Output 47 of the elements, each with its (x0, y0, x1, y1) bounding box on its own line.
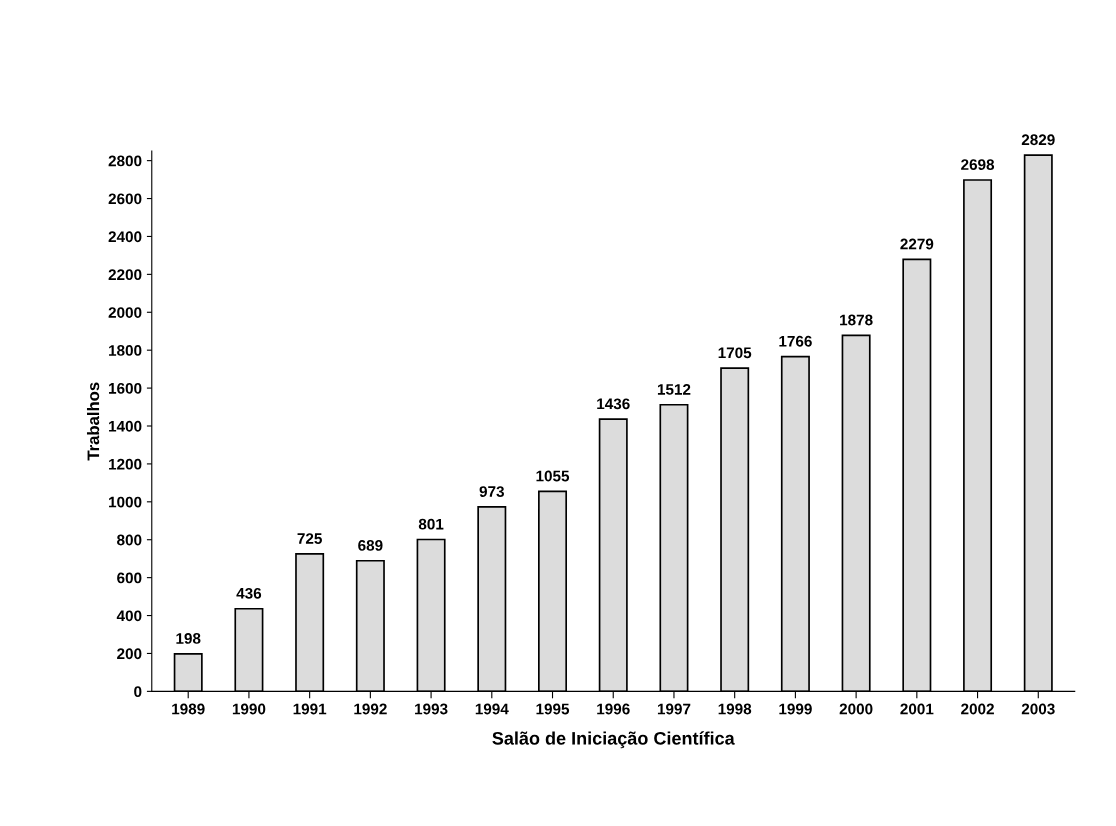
data-label: 1055 (536, 470, 570, 482)
x-tick-label: 1997 (657, 703, 691, 715)
data-label: 436 (236, 587, 262, 599)
x-tick-label: 2001 (900, 703, 934, 715)
data-label: 2829 (1021, 134, 1055, 146)
y-tick-label: 400 (116, 610, 142, 622)
data-label: 801 (418, 518, 444, 530)
y-tick-label: 1600 (109, 382, 142, 394)
x-tick-label: 1998 (718, 703, 752, 715)
x-axis-title: Salão de Iniciação Científica (492, 731, 735, 749)
y-tick-label: 2600 (108, 193, 142, 205)
x-tick-label: 1996 (597, 703, 630, 715)
x-tick-label: 1994 (475, 703, 509, 715)
data-label: 689 (358, 539, 383, 551)
y-tick-label: 2800 (108, 155, 142, 167)
data-label: 1766 (779, 335, 812, 347)
y-tick-label: 0 (134, 686, 142, 698)
data-label: 1878 (840, 314, 873, 326)
data-label: 198 (176, 633, 201, 644)
y-tick-label: 1400 (109, 420, 142, 432)
x-tick-label: 1990 (232, 703, 266, 715)
x-tick-label: 1991 (293, 703, 327, 715)
y-tick-label: 200 (117, 648, 142, 660)
x-tick-label: 1989 (172, 703, 205, 715)
y-axis-title: Trabalhos (86, 382, 100, 461)
data-label: 1436 (597, 398, 630, 410)
y-tick-label: 1800 (109, 345, 142, 356)
y-tick-label: 800 (117, 534, 142, 546)
x-tick-label: 1993 (415, 703, 448, 715)
x-tick-label: 2002 (961, 703, 994, 715)
x-tick-label: 1995 (536, 703, 570, 715)
y-tick-label: 2400 (108, 231, 142, 243)
data-label: 2279 (900, 238, 934, 250)
y-tick-label: 2000 (108, 307, 142, 318)
data-label: 1512 (657, 383, 691, 395)
y-tick-label: 1000 (109, 496, 142, 508)
data-label: 1705 (718, 347, 752, 359)
x-tick-label: 1999 (779, 703, 812, 715)
y-tick-label: 600 (117, 572, 142, 584)
data-label: 2698 (961, 159, 995, 170)
y-tick-label: 1200 (109, 458, 142, 470)
y-tick-label: 2200 (108, 269, 142, 281)
data-label: 725 (297, 533, 322, 544)
data-label: 973 (479, 486, 504, 497)
x-tick-label: 2003 (1021, 703, 1055, 715)
x-tick-label: 2000 (839, 703, 873, 715)
x-tick-label: 1992 (354, 703, 387, 715)
